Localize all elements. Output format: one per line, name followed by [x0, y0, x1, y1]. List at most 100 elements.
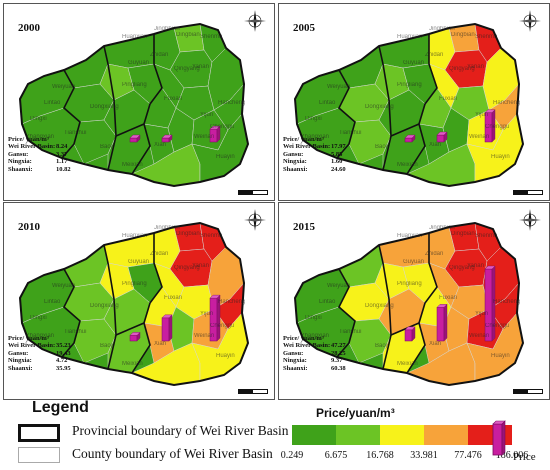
- place-name-label: Yanan: [467, 64, 484, 70]
- place-name-label: Lintao: [44, 100, 61, 106]
- stats-row: Wei River Basin:35.23: [8, 342, 71, 349]
- provincial-boundary: [336, 268, 356, 358]
- place-name-label: Weinan: [469, 333, 490, 339]
- stats-row: Shaanxi: 60.38: [283, 365, 346, 372]
- place-name-label: Xian: [429, 142, 442, 148]
- place-name-label: Hancheng: [493, 299, 521, 305]
- provincial-boundary: [103, 45, 117, 171]
- price-bar-label: Price: [513, 451, 536, 463]
- stats-row: Ningxia: 4.72: [8, 357, 71, 364]
- north-arrow-icon: [519, 209, 541, 231]
- place-name-label: Zhangxian: [301, 134, 330, 140]
- choropleth-map: [293, 221, 525, 387]
- place-name-label: Tianshui: [64, 130, 87, 136]
- place-name-label: Tianshui: [64, 329, 87, 335]
- stats-value: 1.60: [331, 158, 343, 166]
- basin-outline: [18, 221, 250, 387]
- map-panel-2000: Huanxian Jinghbian Dingbian Shenmu Zhidan Yan…: [3, 3, 275, 201]
- stats-label: Shaanxi:: [283, 364, 308, 372]
- place-name-label: Weiyuan: [327, 283, 351, 289]
- price-class-swatch: [292, 425, 336, 445]
- north-arrow-icon: [519, 10, 541, 32]
- stats-value: 8.24: [56, 143, 68, 151]
- place-name-label: Shenmu: [200, 233, 223, 239]
- place-name-label: Tianshui: [339, 130, 362, 136]
- place-name-label: Zhangxian: [26, 134, 55, 140]
- stats-value: 17.97: [331, 143, 346, 151]
- stats-label: Wei River Basin:: [283, 143, 331, 151]
- place-name-label: Guyuan: [403, 60, 425, 66]
- place-name-label: Dingxi: [30, 315, 47, 321]
- map-panel-2005: Huanxian Jinghbian Dingbian Shenmu Zhidan Yan…: [278, 3, 550, 201]
- panel-year: 2010: [18, 221, 40, 233]
- north-arrow-icon: [244, 209, 266, 231]
- price-scale-title: Price/yuan/m³: [316, 406, 395, 420]
- stats-label: Wei River Basin:: [283, 342, 331, 350]
- stats-row: Shaanxi: 35.95: [8, 365, 71, 372]
- stats-row: Shaanxi: 24.60: [283, 166, 346, 173]
- place-name-label: Hancheng: [218, 299, 246, 305]
- place-name-label: Baoji: [100, 343, 114, 349]
- place-name-label: Qingyang: [449, 66, 475, 72]
- stats-value: 60.38: [331, 364, 346, 372]
- price-bar-shaanxi: [484, 265, 496, 342]
- county-boundary-swatch: [18, 447, 60, 463]
- price-break-label: 0.249: [280, 450, 304, 461]
- basin-outline: [293, 22, 525, 188]
- stats-value: 1.17: [56, 158, 68, 166]
- place-name-label: Shenmu: [475, 233, 498, 239]
- place-name-label: Jinghbian: [154, 26, 180, 32]
- place-name-label: Yanan: [192, 263, 209, 269]
- stats-label: Gansu:: [8, 150, 29, 158]
- price-stats: Price/ yuan/m³ Wei River Basin:35.23 Gansu…: [8, 335, 71, 372]
- price-bar-ningxia: [129, 331, 141, 342]
- place-name-label: Chenggu: [485, 124, 510, 130]
- price-bar-gansu: [436, 303, 448, 342]
- stats-header: Price/ yuan/m³: [283, 136, 324, 143]
- place-name-label: Huayin: [491, 154, 510, 160]
- scale-bar-segment: [239, 191, 253, 194]
- scale-bar: [238, 389, 268, 394]
- stats-label: Gansu:: [283, 150, 304, 158]
- stats-header: Price/ yuan/m³: [283, 335, 324, 342]
- choropleth-map: [293, 22, 525, 188]
- provincial-boundary: [103, 244, 117, 370]
- place-name-label: Fuxian: [439, 295, 458, 301]
- price-break-label: 33.981: [410, 450, 438, 461]
- place-name-label: Guyuan: [403, 259, 425, 265]
- price-break-label: 186.006: [495, 450, 529, 461]
- place-name-label: Meixian: [397, 162, 418, 168]
- stats-row: Wei River Basin:8.24: [8, 143, 71, 150]
- price-color-scale: [292, 425, 512, 445]
- price-break-label: 16.768: [366, 450, 394, 461]
- place-name-label: Lintao: [319, 100, 336, 106]
- provincial-boundary: [390, 322, 420, 336]
- scale-bar-segment: [514, 390, 528, 393]
- panel-year: 2005: [293, 22, 315, 34]
- price-bar-icon: [492, 420, 506, 456]
- place-name-label: Dingxi: [305, 116, 322, 122]
- place-name-label: Chenggu: [210, 323, 235, 329]
- price-class-swatch: [380, 425, 424, 445]
- place-name-label: Dingxi: [30, 116, 47, 122]
- stats-label: Shaanxi:: [8, 364, 33, 372]
- place-name-label: Hancheng: [218, 100, 246, 106]
- place-name-label: Pingliang: [122, 82, 147, 88]
- place-name-label: Weiyuan: [52, 283, 76, 289]
- price-stats: Price/ yuan/m³ Wei River Basin:8.24 Gansu:…: [8, 136, 71, 173]
- map-panel-2010: Huanxian Jinghbian Dingbian Shenmu Zhidan Yan…: [3, 202, 275, 400]
- place-name-label: Baoji: [100, 144, 114, 150]
- stats-label: Shaanxi:: [283, 165, 308, 173]
- stats-row: Gansu: 5.85: [283, 151, 346, 158]
- place-name-label: Jinghbian: [429, 225, 455, 231]
- place-name-label: Zhangxian: [26, 333, 55, 339]
- stats-label: Wei River Basin:: [8, 342, 56, 350]
- place-name-label: Jinghbian: [429, 26, 455, 32]
- place-name-label: Xian: [154, 142, 167, 148]
- place-name-label: Qingyang: [174, 66, 200, 72]
- place-name-label: Weinan: [469, 134, 490, 140]
- provincial-boundary: [115, 123, 145, 137]
- stats-label: Ningxia:: [8, 158, 32, 166]
- place-name-label: Yanan: [192, 64, 209, 70]
- stats-value: 9.37: [331, 357, 343, 365]
